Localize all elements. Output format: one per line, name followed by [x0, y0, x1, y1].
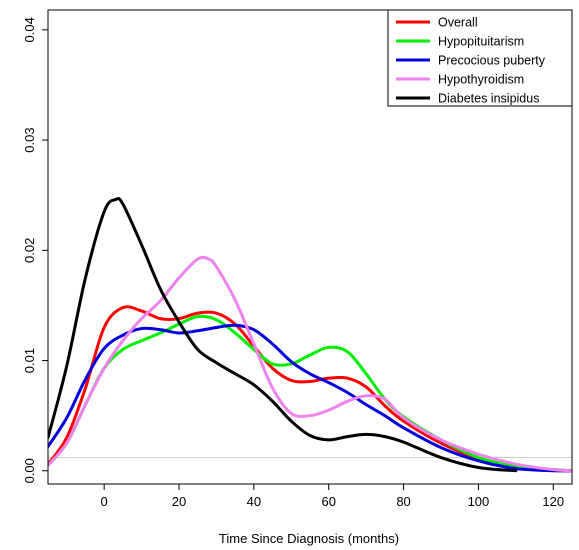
x-tick-label: 60	[321, 494, 335, 509]
x-axis: 0 20 40 60 80 100 120	[101, 484, 564, 509]
x-tick-label: 40	[247, 494, 261, 509]
series-line-precocious-puberty	[48, 323, 572, 473]
legend-box	[387, 9, 573, 107]
legend-label-hypothyroidism: Hypothyroidism	[438, 73, 524, 87]
legend-label-diabetes-insipidus: Diabetes insipidus	[438, 92, 539, 106]
series-line-diabetes-insipidus	[48, 196, 518, 473]
legend: Overall Hypopituitarism Precocious puberty…	[387, 9, 573, 107]
plot-frame	[47, 9, 573, 485]
y-tick-label: 0.01	[22, 348, 37, 373]
y-tick-label: 0.04	[22, 17, 37, 42]
x-tick-label: 120	[542, 494, 564, 509]
series-layer	[48, 196, 572, 473]
x-tick-label: 100	[468, 494, 490, 509]
series-line-hypopituitarism	[48, 314, 572, 473]
x-axis-title: Time Since Diagnosis (months)	[219, 531, 399, 546]
series-line-overall	[48, 305, 572, 473]
x-tick-label: 80	[396, 494, 410, 509]
legend-label-hypopituitarism: Hypopituitarism	[438, 35, 524, 49]
legend-label-precocious-puberty: Precocious puberty	[438, 54, 546, 68]
x-tick-label: 0	[101, 494, 108, 509]
y-axis: 0.00 0.01 0.02 0.03 0.04	[22, 17, 48, 483]
series-line-hypothyroidism	[48, 255, 572, 473]
legend-label-overall: Overall	[438, 16, 478, 30]
y-tick-label: 0.03	[22, 127, 37, 152]
y-tick-label: 0.02	[22, 238, 37, 263]
y-tick-label: 0.00	[22, 458, 37, 483]
x-tick-label: 20	[172, 494, 186, 509]
